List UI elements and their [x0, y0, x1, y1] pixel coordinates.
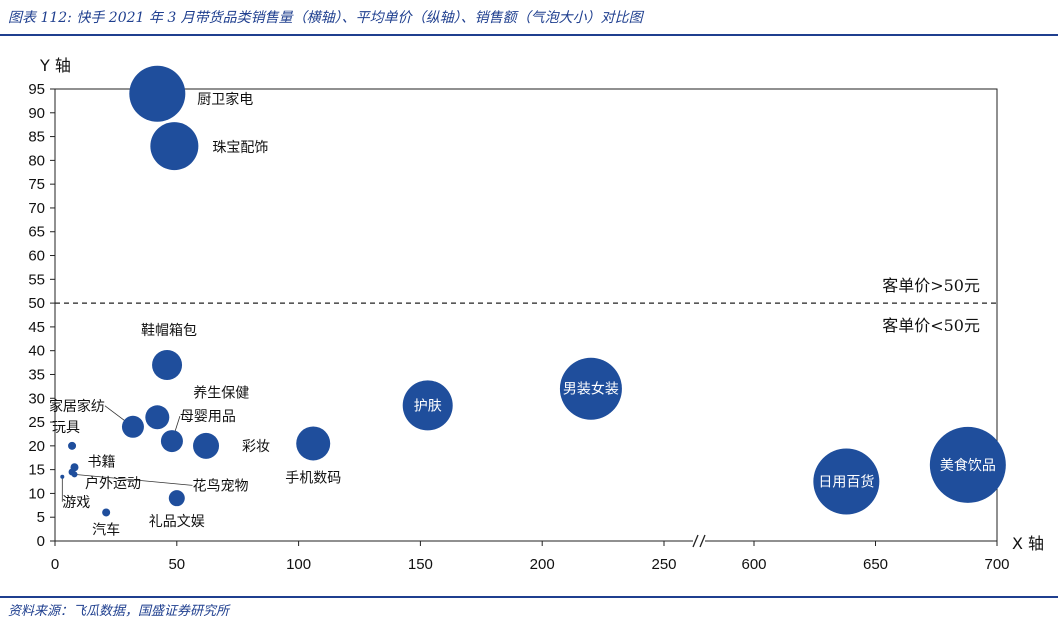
- bubble-label: 手机数码: [285, 470, 341, 486]
- bubble: [71, 471, 78, 478]
- bubble: [145, 405, 170, 430]
- chart-title: 图表 112: 快手 2021 年 3 月带货品类销售量（横轴）、平均单价（纵轴…: [8, 10, 643, 26]
- bubble-label: 花鸟宠物: [192, 478, 248, 494]
- bubble-label: 养生保健: [193, 385, 249, 401]
- bubble: [193, 432, 220, 459]
- y-tick-label: 0: [37, 533, 45, 550]
- y-tick-label: 40: [28, 343, 45, 360]
- bubble: [402, 380, 453, 431]
- x-axis-title: X 轴: [1012, 534, 1044, 553]
- plot-frame-layer: [54, 88, 998, 542]
- leader-line: [74, 473, 193, 486]
- bubble: [559, 357, 622, 420]
- bubble-label: 家居家纺: [49, 398, 105, 415]
- x-axis-break-marker: [692, 534, 706, 548]
- threshold-label-above: 客单价>50元: [882, 276, 980, 295]
- threshold-label-below: 客单价<50元: [882, 316, 980, 335]
- bubble: [68, 441, 77, 450]
- bubble-layer: [60, 65, 1006, 517]
- y-tick-label: 20: [28, 438, 45, 455]
- y-tick-label: 60: [28, 248, 45, 265]
- bubble: [296, 426, 331, 461]
- x-tick-label: 200: [530, 556, 555, 573]
- bubble: [160, 430, 183, 453]
- y-tick-label: 5: [37, 509, 45, 526]
- bottom-divider: [0, 596, 1058, 598]
- x-tick-label: 250: [651, 556, 676, 573]
- bubble: [129, 65, 186, 122]
- y-tick-label: 90: [28, 105, 45, 122]
- y-tick-label: 25: [28, 414, 45, 431]
- bubble: [813, 448, 880, 515]
- y-axis-title: Y 轴: [39, 56, 71, 75]
- bubble-label: 厨卫家电: [197, 91, 253, 108]
- x-tick-label: 0: [51, 556, 59, 573]
- bubble: [168, 490, 185, 507]
- bubble-label: 母婴用品: [180, 409, 236, 425]
- bubble-label: 游戏: [62, 495, 90, 511]
- bubble-label: 男装女装: [563, 381, 619, 398]
- bubble-label: 户外运动: [85, 475, 141, 492]
- bubble: [102, 508, 111, 517]
- bubble-label: 书籍: [87, 453, 115, 470]
- y-tick-label: 65: [28, 224, 45, 241]
- y-tick-label: 45: [28, 319, 45, 336]
- bubble-label: 日用百货: [818, 474, 874, 491]
- x-tick-label: 700: [984, 556, 1009, 573]
- x-tick-label: 650: [863, 556, 888, 573]
- y-tick-label: 50: [28, 295, 45, 312]
- y-tick-label: 10: [28, 485, 45, 502]
- top-divider: [0, 34, 1058, 36]
- bubble-label: 玩具: [52, 420, 80, 436]
- bubble: [60, 474, 65, 479]
- bubble: [929, 426, 1006, 503]
- bubble: [150, 122, 199, 171]
- y-tick-label: 85: [28, 129, 45, 146]
- y-tick-label: 95: [28, 81, 45, 98]
- bubble-label: 礼品文娱: [149, 514, 205, 530]
- y-tick-label: 70: [28, 200, 45, 217]
- bubble: [152, 349, 183, 380]
- bubble-label: 美食饮品: [940, 457, 996, 474]
- x-tick-label: 600: [741, 556, 766, 573]
- bubble-label: 护肤: [414, 398, 442, 414]
- bubble-label: 鞋帽箱包: [141, 323, 197, 339]
- x-tick-label: 150: [408, 556, 433, 573]
- axis-layer: 0 5 10 15 20 25 30 35 40 45 50 55 60 65 70 75 80 85 90 95 0 5…: [28, 81, 1009, 573]
- y-tick-label: 15: [28, 462, 45, 479]
- y-tick-label: 80: [28, 152, 45, 169]
- bubble-label: 彩妆: [242, 439, 270, 455]
- y-tick-label: 35: [28, 366, 45, 383]
- bubble-label: 珠宝配饰: [212, 140, 268, 156]
- source-note: 资料来源：飞瓜数据，国盛证券研究所: [8, 604, 230, 619]
- x-tick-label: 100: [286, 556, 311, 573]
- y-tick-label: 30: [28, 390, 45, 407]
- y-tick-label: 75: [28, 176, 45, 193]
- plot-frame: [54, 88, 998, 542]
- bubble-label: 汽车: [92, 521, 120, 538]
- bubble: [121, 415, 144, 438]
- y-tick-label: 55: [28, 271, 45, 288]
- x-tick-label: 50: [168, 556, 185, 573]
